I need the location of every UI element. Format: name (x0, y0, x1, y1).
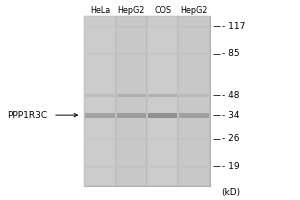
Bar (148, 94, 178, 97)
Bar (147, 16, 178, 186)
Bar (85, 94, 115, 97)
Bar (148, 113, 178, 118)
Bar (148, 94, 177, 97)
Bar (180, 25, 208, 28)
Bar (117, 165, 146, 168)
Text: - 48: - 48 (222, 91, 239, 100)
Text: COS: COS (154, 6, 171, 15)
Bar (178, 16, 210, 186)
Bar (86, 25, 114, 28)
Text: HepG2: HepG2 (118, 6, 145, 15)
Text: - 117: - 117 (222, 22, 245, 31)
Bar (148, 138, 177, 140)
Text: - 19: - 19 (222, 162, 239, 171)
Text: PPP1R3C: PPP1R3C (7, 111, 47, 120)
Bar (117, 138, 146, 140)
Bar (148, 53, 177, 55)
Text: (kD): (kD) (222, 188, 241, 197)
Bar (86, 138, 114, 140)
Bar (179, 113, 209, 118)
Bar (148, 165, 177, 168)
Bar (84, 16, 210, 186)
Text: HepG2: HepG2 (180, 6, 208, 15)
Bar (117, 94, 146, 97)
Bar (116, 16, 147, 186)
Bar (117, 94, 146, 97)
Bar (179, 94, 209, 97)
Text: - 26: - 26 (222, 134, 239, 143)
Bar (117, 113, 146, 118)
Text: HeLa: HeLa (90, 6, 110, 15)
Bar (180, 138, 208, 140)
Bar (86, 94, 114, 97)
Text: - 85: - 85 (222, 49, 239, 58)
Bar (180, 165, 208, 168)
Bar (180, 53, 208, 55)
Bar (117, 25, 146, 28)
Bar (86, 165, 114, 168)
Bar (86, 53, 114, 55)
Bar (85, 113, 115, 118)
Text: - 34: - 34 (222, 111, 239, 120)
Bar (148, 25, 177, 28)
Bar (84, 16, 116, 186)
Bar (180, 94, 208, 97)
Bar (117, 53, 146, 55)
